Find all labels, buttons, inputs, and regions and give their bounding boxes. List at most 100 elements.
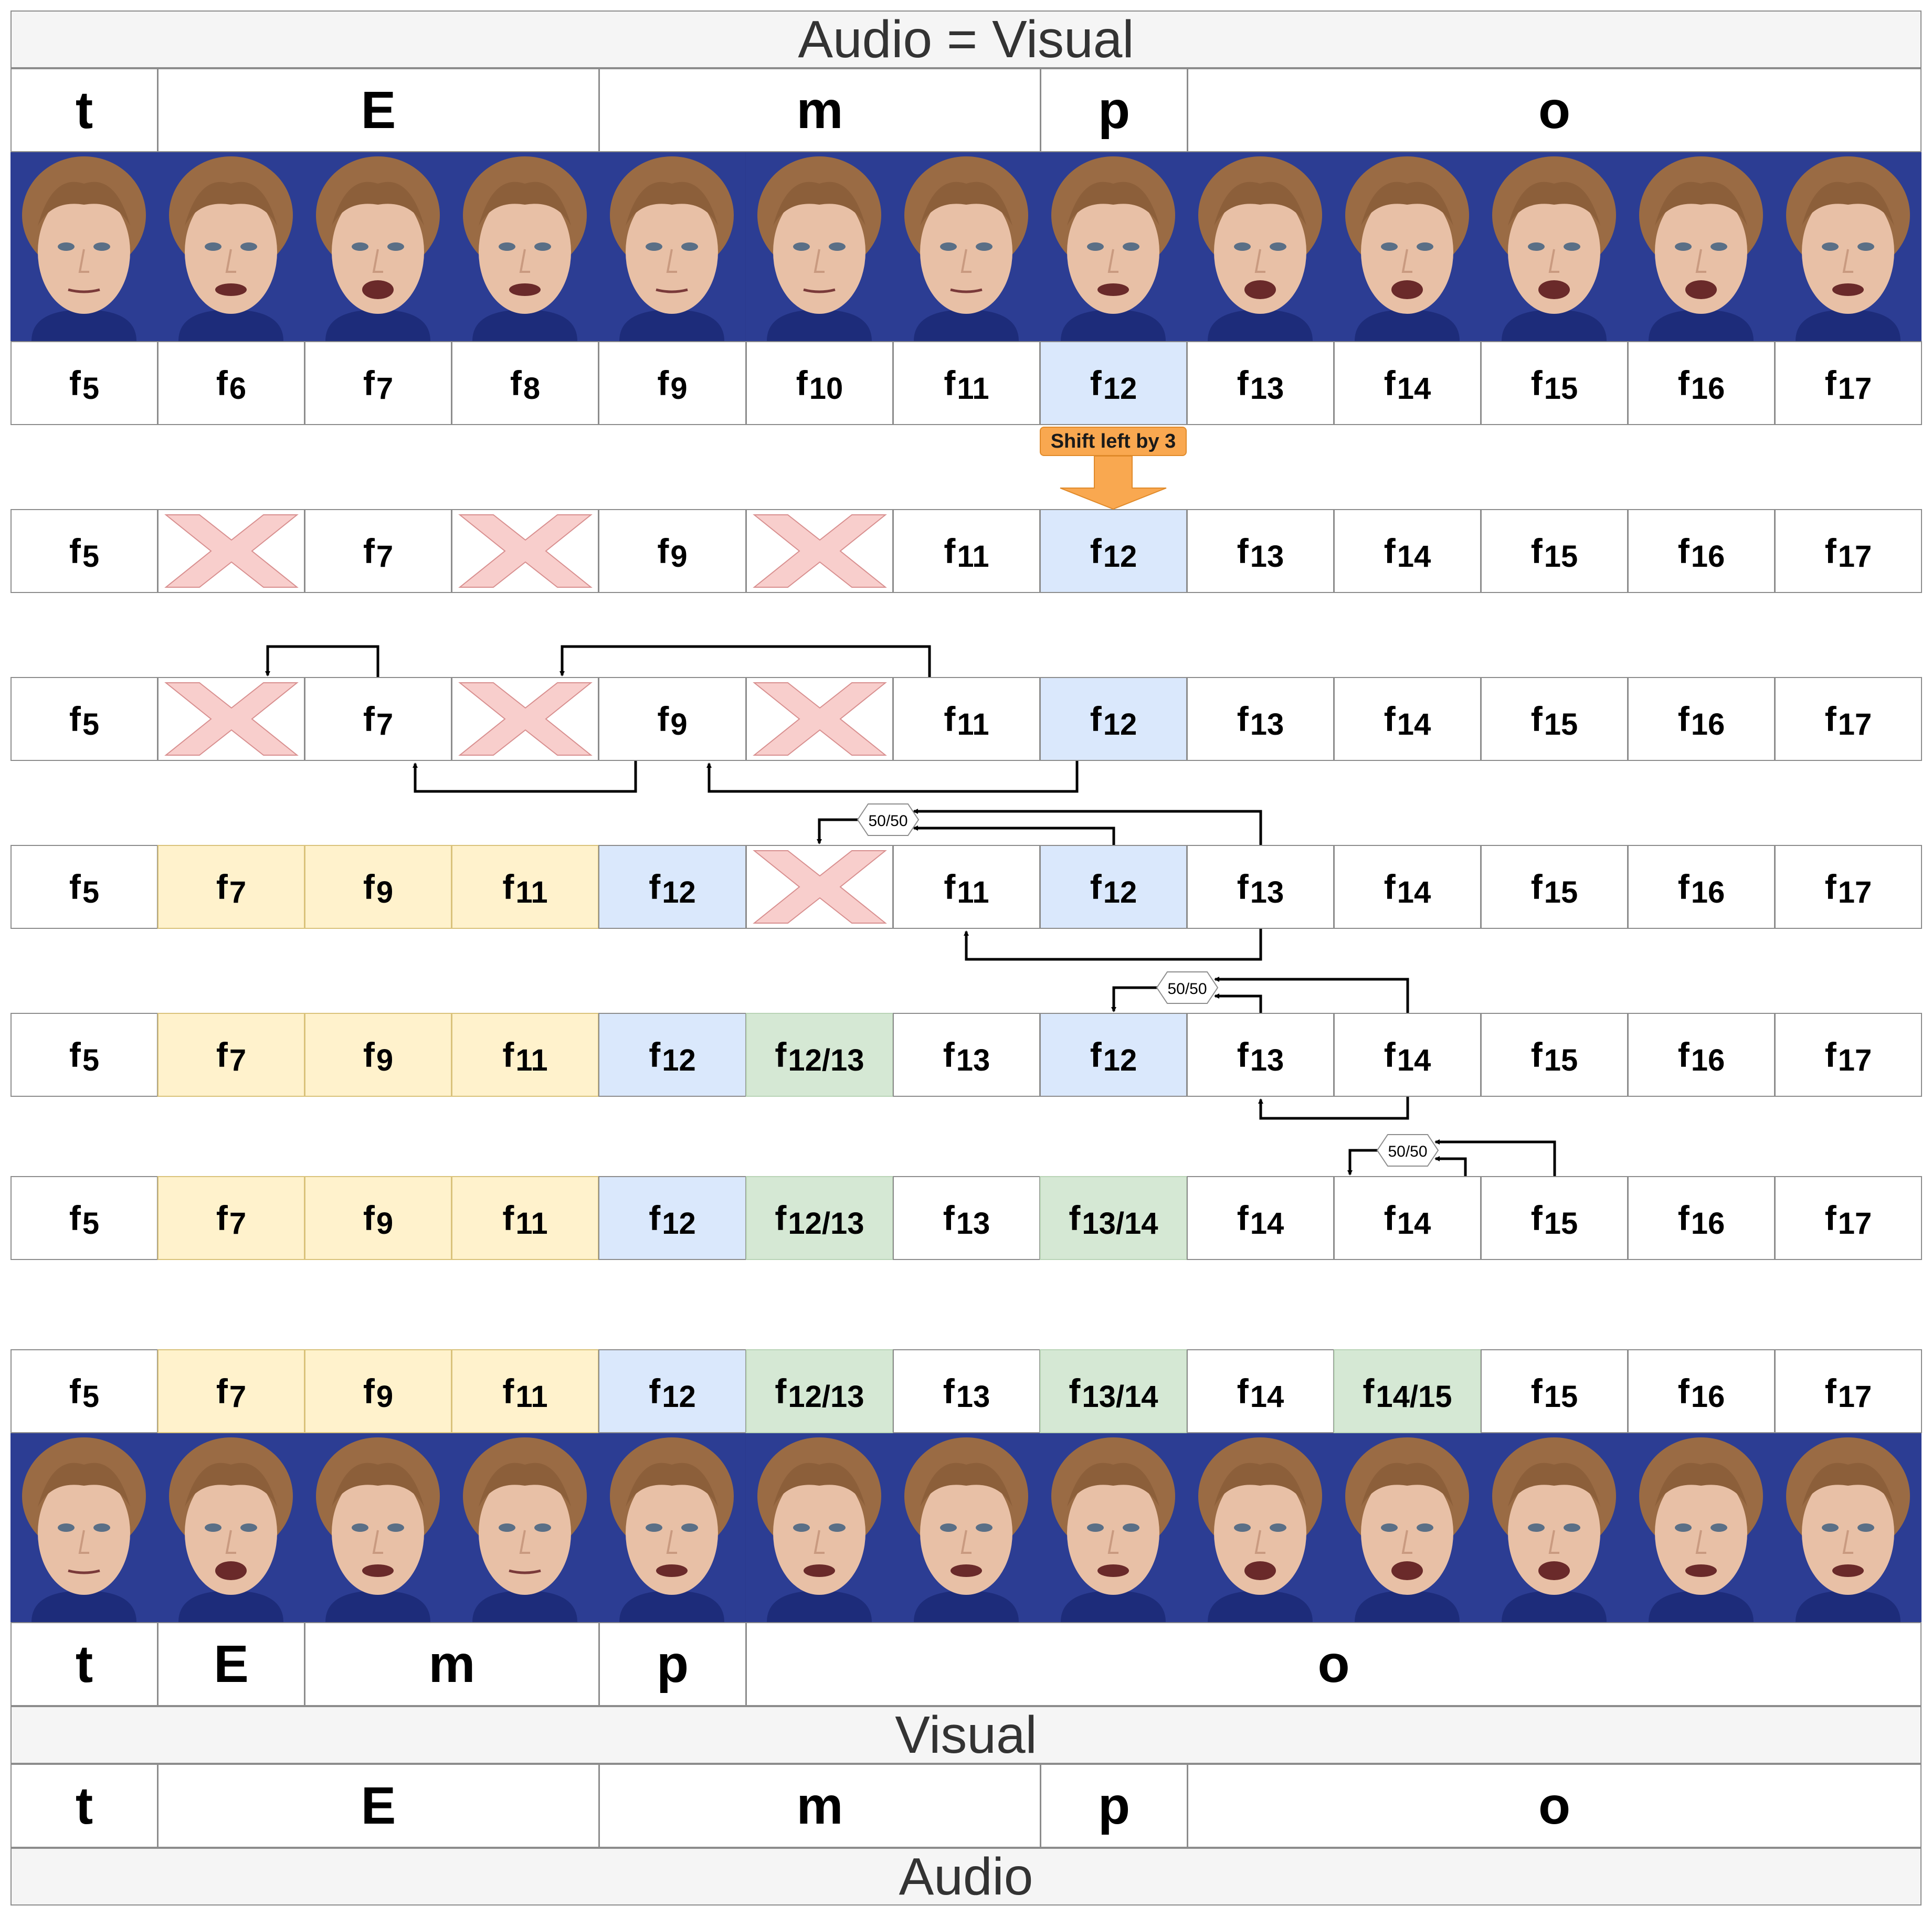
frame-label: f <box>1677 532 1690 570</box>
frame-cell: f 12 <box>598 1013 746 1097</box>
frame-cell: f 12/13 <box>746 1176 893 1260</box>
frame-label: f <box>510 364 522 403</box>
frame-label: f <box>1824 364 1836 403</box>
removed-frame-cross-icon <box>157 677 305 761</box>
frame-label: f <box>363 364 375 403</box>
frame-cell: f 11 <box>893 845 1040 929</box>
frame-cell: f 16 <box>1628 677 1775 761</box>
frame-label: f <box>775 1199 787 1237</box>
frame-index: 7 <box>376 707 394 742</box>
frame-label: f <box>502 1035 514 1074</box>
frame-label: f <box>363 1035 375 1074</box>
frame-label: f <box>1677 1035 1690 1074</box>
frame-index: 12 <box>1103 371 1137 406</box>
frame-label: f <box>1530 700 1543 738</box>
frame-index: 17 <box>1838 1379 1872 1414</box>
frame-cell: f 17 <box>1775 677 1922 761</box>
video-frame-image <box>1334 152 1481 341</box>
frame-index: 11 <box>957 707 989 742</box>
frame-label: f <box>69 532 81 570</box>
frame-cell: f 13 <box>1187 1013 1334 1097</box>
frame-cell: f 12 <box>1040 341 1187 425</box>
frame-index: 11 <box>515 1379 548 1414</box>
frame-cell: f 16 <box>1628 341 1775 425</box>
frame-cell: f 16 <box>1628 1349 1775 1433</box>
video-frame-image <box>1628 152 1775 341</box>
frame-index: 9 <box>670 539 688 574</box>
removed-frame-cross-icon <box>746 677 893 761</box>
frame-label: f <box>657 700 669 738</box>
connector-arrow <box>1434 1139 1556 1176</box>
frame-label: f <box>216 1372 228 1411</box>
frame-label: f <box>363 1199 375 1237</box>
frame-label: f <box>1677 364 1690 403</box>
frame-cell: f 15 <box>1481 509 1628 593</box>
frame-cell: f 11 <box>451 1176 599 1260</box>
phoneme-audio-e: E <box>157 1764 599 1848</box>
frame-label: f <box>216 1035 228 1074</box>
frame-index: 9 <box>376 1043 394 1077</box>
video-frame-image <box>893 152 1040 341</box>
frame-label: f <box>1384 364 1396 403</box>
frame-index: 15 <box>1544 875 1578 909</box>
frame-label: f <box>1530 1372 1543 1411</box>
frame-cell: f 12 <box>1040 1013 1187 1097</box>
shift-left-label: Shift left by 3 <box>1040 427 1187 456</box>
frame-index: 9 <box>670 371 688 406</box>
frame-cell: f 10 <box>746 341 893 425</box>
frame-label: f <box>502 867 514 906</box>
frame-label: f <box>69 700 81 738</box>
phoneme-visual-e: E <box>157 1622 305 1706</box>
frame-index: 11 <box>515 1206 548 1241</box>
frame-label: f <box>1237 1372 1249 1411</box>
frame-cell: f 11 <box>893 509 1040 593</box>
frame-index: 17 <box>1838 371 1872 406</box>
frame-label: f <box>1237 700 1249 738</box>
video-frame-image <box>1775 1433 1922 1622</box>
frame-label: f <box>775 1035 787 1074</box>
frame-label: f <box>1530 364 1543 403</box>
frame-label: f <box>775 1372 787 1411</box>
frame-index: 7 <box>229 1206 247 1241</box>
frame-label: f <box>69 867 81 906</box>
frame-label: f <box>1384 700 1396 738</box>
frame-cell: f 16 <box>1628 1176 1775 1260</box>
frame-index: 13/14 <box>1082 1379 1158 1414</box>
split-tag-row4: 50/50 <box>857 803 920 836</box>
frame-label: f <box>1530 867 1543 906</box>
video-frame-image <box>304 1433 451 1622</box>
frame-label: f <box>1824 532 1836 570</box>
frame-cell: f 14 <box>1334 1013 1481 1097</box>
frame-cell: f 14 <box>1334 341 1481 425</box>
svg-text:50/50: 50/50 <box>1388 1143 1427 1160</box>
video-frame-image <box>304 152 451 341</box>
frame-label: f <box>649 1199 661 1237</box>
frame-label: f <box>1530 532 1543 570</box>
split-tag-row5: 50/50 <box>1156 971 1219 1004</box>
frame-label: f <box>363 867 375 906</box>
phoneme-visual-o: o <box>746 1622 1922 1706</box>
label-visual: Visual <box>10 1706 1922 1764</box>
frame-cell: f 13 <box>1187 509 1334 593</box>
removed-frame-cross-icon <box>746 509 893 593</box>
phoneme-top-o: o <box>1187 68 1922 152</box>
frame-label: f <box>1090 364 1102 403</box>
shift-down-arrow-icon <box>1060 456 1167 510</box>
frame-cell: f 14 <box>1187 1176 1334 1260</box>
frame-cell: f 16 <box>1628 845 1775 929</box>
frame-index: 15 <box>1544 371 1578 406</box>
frame-index: 5 <box>82 371 100 406</box>
frame-index: 16 <box>1691 1206 1725 1241</box>
frame-cell: f 11 <box>893 341 1040 425</box>
phoneme-top-p: p <box>1040 68 1188 152</box>
frame-index: 14/15 <box>1376 1379 1452 1414</box>
frame-label: f <box>1677 1199 1690 1237</box>
